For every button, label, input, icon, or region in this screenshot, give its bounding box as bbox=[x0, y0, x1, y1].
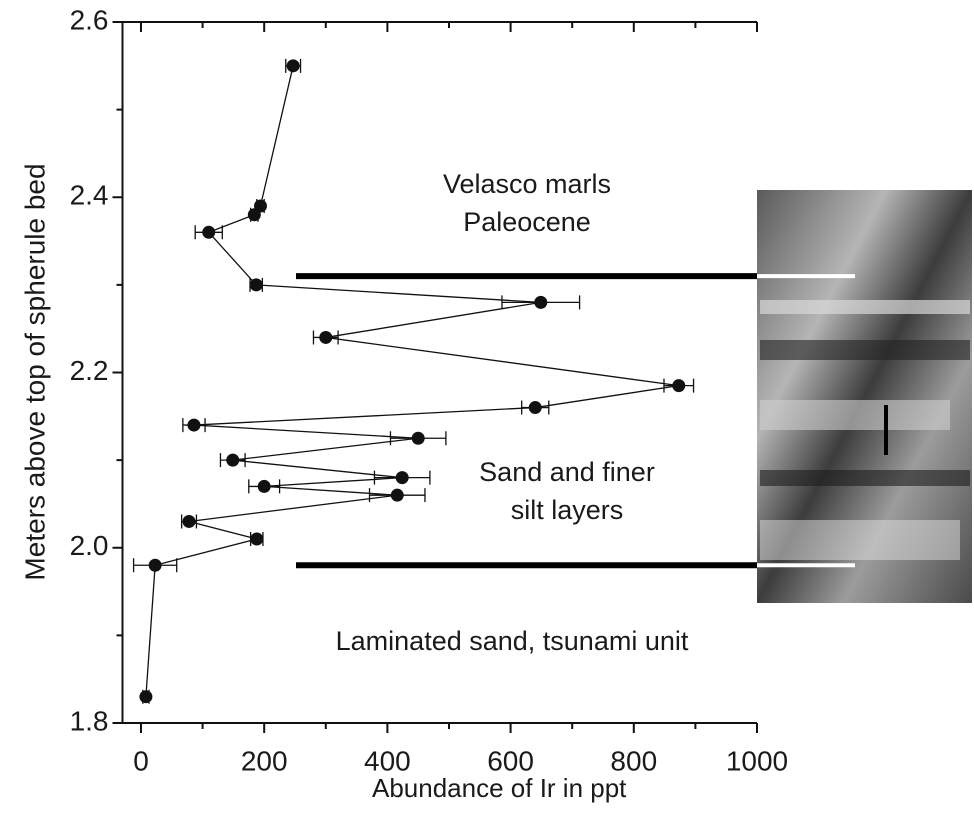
data-point bbox=[258, 480, 271, 493]
data-point bbox=[250, 532, 263, 545]
y-tick-label: 2.6 bbox=[70, 4, 109, 35]
data-point bbox=[149, 559, 162, 572]
data-point bbox=[248, 208, 261, 221]
data-point bbox=[534, 296, 547, 309]
annotation: Paleocene bbox=[463, 207, 591, 237]
data-point bbox=[250, 278, 263, 291]
data-point bbox=[529, 401, 542, 414]
y-tick-label: 2.0 bbox=[70, 530, 109, 561]
y-tick-label: 2.2 bbox=[70, 355, 109, 386]
data-point bbox=[391, 489, 404, 502]
data-point bbox=[187, 419, 200, 432]
annotation: silt layers bbox=[511, 495, 624, 525]
x-tick-label: 400 bbox=[364, 745, 411, 776]
x-axis-title: Abundance of Ir in ppt bbox=[372, 773, 627, 803]
annotation: Sand and finer bbox=[479, 457, 655, 487]
data-point bbox=[183, 515, 196, 528]
data-point bbox=[412, 432, 425, 445]
y-axis-title: Meters above top of spherule bed bbox=[19, 163, 50, 580]
y-tick-label: 1.8 bbox=[70, 705, 109, 736]
data-point bbox=[319, 331, 332, 344]
data-line bbox=[146, 66, 679, 697]
annotation: Velasco marls bbox=[443, 169, 611, 199]
data-point bbox=[672, 379, 685, 392]
data-point bbox=[139, 690, 152, 703]
data-point bbox=[396, 471, 409, 484]
x-tick-label: 600 bbox=[487, 745, 534, 776]
x-tick-label: 1000 bbox=[726, 745, 788, 776]
x-tick-label: 800 bbox=[610, 745, 657, 776]
outcrop-photo bbox=[757, 190, 972, 603]
x-tick-label: 200 bbox=[241, 745, 288, 776]
x-tick-label: 0 bbox=[133, 745, 149, 776]
data-point bbox=[202, 226, 215, 239]
chart: Abundance of Ir in ppt Meters above top … bbox=[0, 0, 974, 838]
y-tick-label: 2.4 bbox=[70, 180, 109, 211]
data-point bbox=[287, 59, 300, 72]
data-point bbox=[226, 454, 239, 467]
annotation: Laminated sand, tsunami unit bbox=[336, 626, 689, 656]
